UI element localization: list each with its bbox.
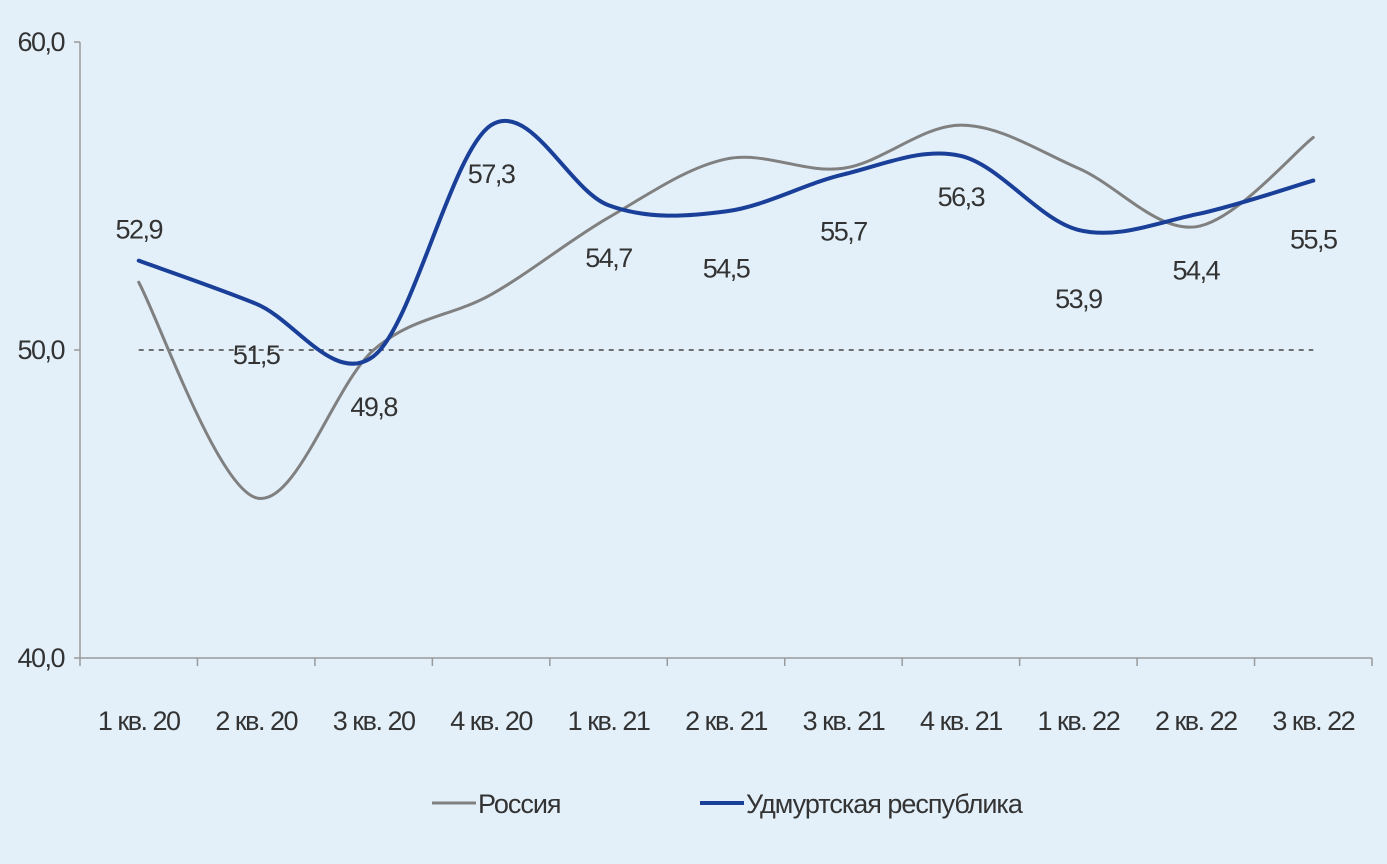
data-label: 56,3	[938, 182, 985, 212]
x-tick-label: 1 кв. 22	[1038, 706, 1120, 736]
x-tick-label: 2 кв. 20	[215, 706, 297, 736]
y-tick-label: 50,0	[17, 335, 64, 365]
legend-label: Удмуртская республика	[746, 789, 1024, 819]
x-tick-label: 3 кв. 21	[803, 706, 885, 736]
x-tick-label: 3 кв. 22	[1272, 706, 1354, 736]
series-lines	[136, 118, 1316, 500]
data-label: 55,7	[820, 216, 867, 246]
x-tick-label: 4 кв. 20	[450, 706, 532, 736]
series-line-udmurtia	[136, 118, 1316, 366]
data-labels: 52,9 51,5 49,8 57,3 54,7 54,5 55,7 56,3 53,9 54,4…	[115, 159, 1338, 422]
data-label: 52,9	[115, 215, 162, 245]
x-tick-label: 1 кв. 20	[98, 706, 180, 736]
x-tick-label: 2 кв. 21	[685, 706, 767, 736]
y-tick-label: 60,0	[17, 27, 64, 57]
x-tick-label: 3 кв. 20	[333, 706, 415, 736]
y-tick-label: 40,0	[17, 643, 64, 673]
x-tick-label: 1 кв. 21	[568, 706, 650, 736]
data-label: 49,8	[350, 392, 397, 422]
legend-label: Россия	[478, 789, 561, 819]
data-label: 55,5	[1290, 225, 1337, 255]
data-label: 54,7	[585, 243, 632, 273]
x-tick-label: 4 кв. 21	[920, 706, 1002, 736]
data-label: 57,3	[468, 159, 515, 189]
axes: 40,0 50,0 60,0 1 кв. 20 2 кв. 20 3 кв. 20 4 кв…	[17, 27, 1373, 736]
series-line-russia	[137, 123, 1315, 500]
data-label: 54,4	[1173, 255, 1221, 285]
data-label: 51,5	[233, 340, 280, 370]
x-tick-label: 2 кв. 22	[1155, 706, 1237, 736]
data-label: 53,9	[1055, 284, 1102, 314]
data-label: 54,5	[703, 253, 750, 283]
legend: Россия Удмуртская республика	[432, 789, 1025, 819]
